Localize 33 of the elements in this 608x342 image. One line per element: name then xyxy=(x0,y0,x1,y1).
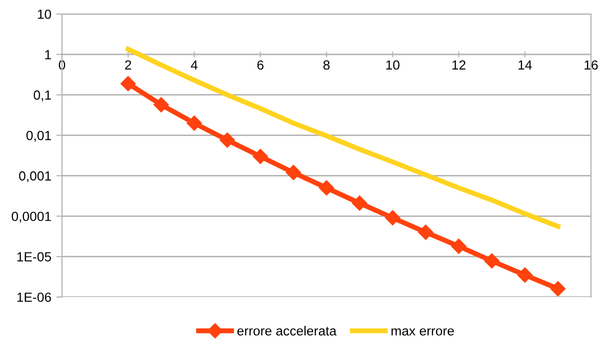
legend-label: errore accelerata xyxy=(237,326,337,336)
point xyxy=(286,164,302,180)
x-tick-label: 12 xyxy=(452,60,466,70)
y-tick-label: 1 xyxy=(45,50,51,60)
point xyxy=(517,267,532,283)
x-tick-label: 10 xyxy=(386,60,400,70)
x-tick-label: 6 xyxy=(257,60,264,70)
point xyxy=(252,148,268,164)
y-tick-label: 0,001 xyxy=(19,171,51,182)
y-tick-label: 0,01 xyxy=(26,130,51,142)
point xyxy=(451,238,466,254)
x-tick-label: 2 xyxy=(125,60,132,70)
point xyxy=(385,210,400,226)
x-tick-label: 4 xyxy=(190,60,198,70)
y-tick-label: 10 xyxy=(38,10,52,19)
point xyxy=(484,253,500,269)
legend-label: max errore xyxy=(392,328,454,336)
point xyxy=(186,116,202,131)
line-series xyxy=(126,46,560,229)
point xyxy=(318,180,334,196)
point xyxy=(220,132,235,148)
y-tick-label: 0,0001 xyxy=(12,212,51,223)
y-tick-label: 1E-05 xyxy=(17,252,52,262)
x-tick-label: 8 xyxy=(323,60,330,70)
y-tick-label: 1E-06 xyxy=(17,292,52,302)
x-tick-label: 16 xyxy=(584,60,598,70)
x-tick-label: 14 xyxy=(518,60,532,70)
point xyxy=(120,76,136,92)
point xyxy=(418,224,434,240)
point xyxy=(154,97,169,112)
point xyxy=(550,281,566,296)
y-tick-label: 0,1 xyxy=(34,90,51,102)
point xyxy=(352,196,368,211)
